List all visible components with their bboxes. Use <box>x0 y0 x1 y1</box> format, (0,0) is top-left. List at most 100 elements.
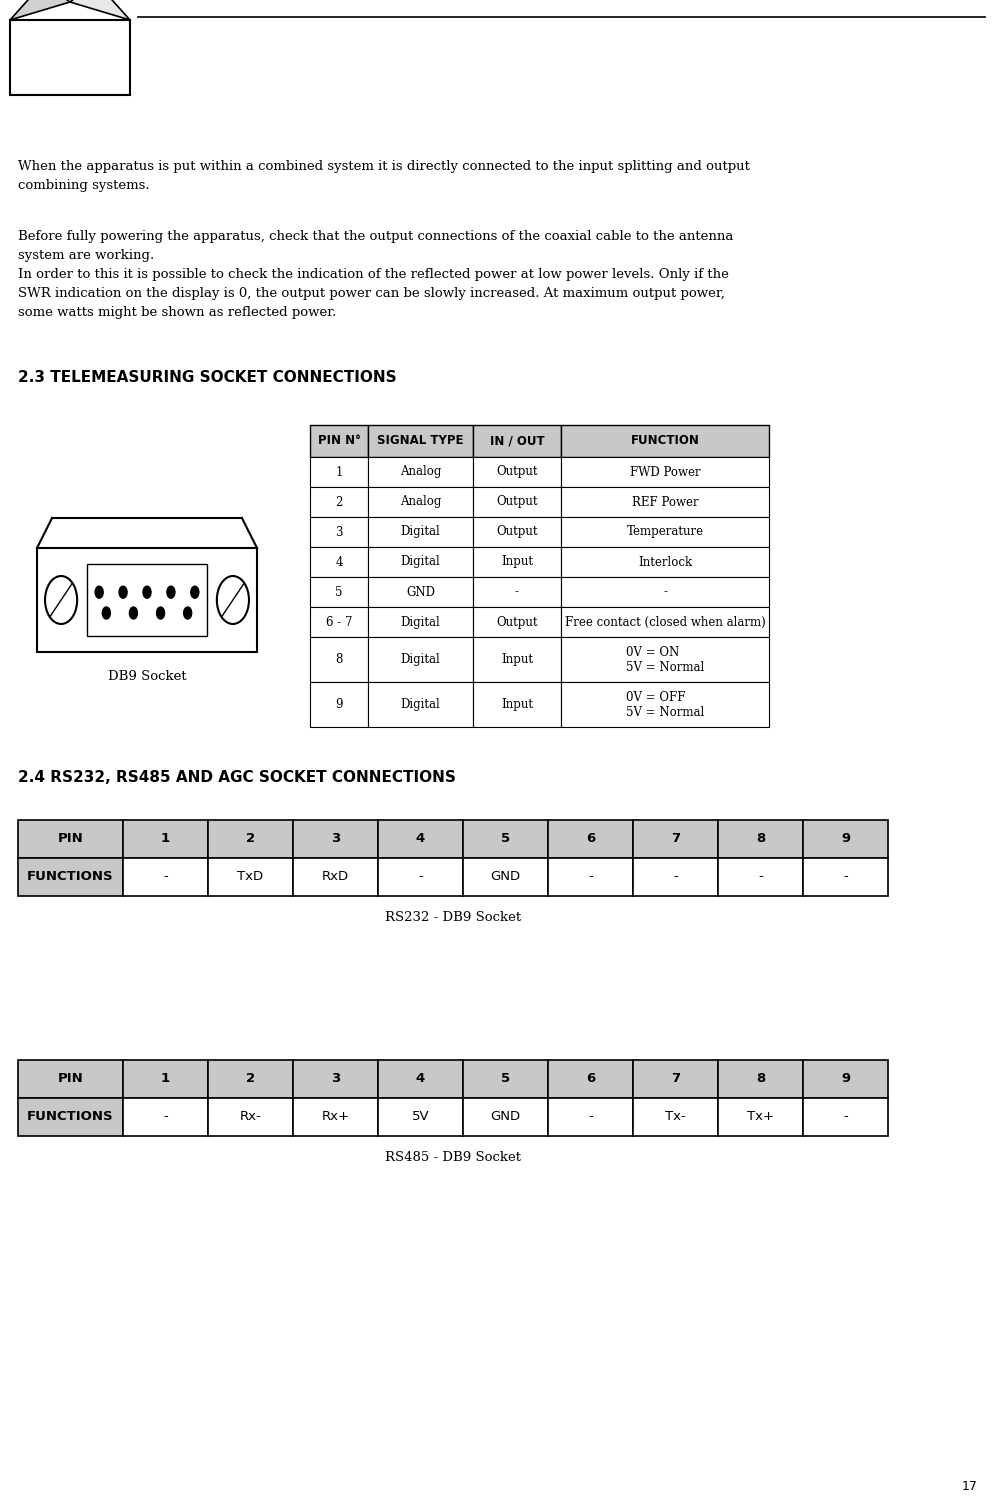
Bar <box>310 548 368 578</box>
Text: Output: Output <box>495 465 538 478</box>
Circle shape <box>119 586 127 598</box>
Bar <box>293 821 377 858</box>
Text: 2.4 RS232, RS485 AND AGC SOCKET CONNECTIONS: 2.4 RS232, RS485 AND AGC SOCKET CONNECTI… <box>18 770 455 784</box>
Bar <box>717 1098 802 1136</box>
Text: 2.3 TELEMEASURING SOCKET CONNECTIONS: 2.3 TELEMEASURING SOCKET CONNECTIONS <box>18 370 396 386</box>
Bar <box>208 821 293 858</box>
Text: 4: 4 <box>415 833 424 846</box>
Bar <box>18 1098 123 1136</box>
Text: FWD Power: FWD Power <box>629 465 700 478</box>
Bar <box>123 858 208 895</box>
Text: system are working.: system are working. <box>18 249 154 262</box>
Text: Input: Input <box>500 555 533 568</box>
Bar <box>368 518 472 548</box>
Bar <box>377 858 462 895</box>
Polygon shape <box>10 0 70 20</box>
Bar <box>368 638 472 682</box>
Bar <box>462 1098 548 1136</box>
Text: 7: 7 <box>670 1072 679 1086</box>
Text: RxD: RxD <box>322 870 349 883</box>
Bar <box>472 488 561 518</box>
Text: 2: 2 <box>335 495 342 508</box>
Circle shape <box>129 608 137 619</box>
Text: -: - <box>843 870 847 883</box>
Text: -: - <box>588 870 593 883</box>
Bar <box>18 858 123 895</box>
Text: 8: 8 <box>335 652 342 666</box>
Bar <box>310 458 368 488</box>
Circle shape <box>102 608 110 619</box>
Bar <box>717 1060 802 1098</box>
Text: GND: GND <box>405 585 434 598</box>
Text: Tx-: Tx- <box>664 1110 685 1124</box>
Text: 1: 1 <box>160 833 170 846</box>
Bar <box>561 488 768 518</box>
Bar <box>472 638 561 682</box>
Bar <box>310 638 368 682</box>
Bar <box>717 821 802 858</box>
Circle shape <box>95 586 103 598</box>
Bar <box>123 821 208 858</box>
Text: -: - <box>588 1110 593 1124</box>
Bar <box>208 1060 293 1098</box>
Bar <box>293 858 377 895</box>
Circle shape <box>142 586 150 598</box>
Bar <box>802 858 887 895</box>
Bar <box>802 821 887 858</box>
Bar <box>368 488 472 518</box>
Bar <box>18 821 123 858</box>
Text: SWR indication on the display is 0, the output power can be slowly increased. At: SWR indication on the display is 0, the … <box>18 286 724 300</box>
Bar <box>368 682 472 728</box>
Text: 3: 3 <box>331 1072 340 1086</box>
Bar <box>462 821 548 858</box>
Text: 6: 6 <box>586 833 595 846</box>
Text: 4: 4 <box>335 555 342 568</box>
Text: some watts might be shown as reflected power.: some watts might be shown as reflected p… <box>18 306 336 320</box>
Text: Before fully powering the apparatus, check that the output connections of the co: Before fully powering the apparatus, che… <box>18 230 732 243</box>
Text: Digital: Digital <box>400 615 440 628</box>
Text: Analog: Analog <box>399 465 440 478</box>
Text: Input: Input <box>500 652 533 666</box>
Text: -: - <box>757 870 762 883</box>
Text: -: - <box>162 1110 168 1124</box>
Text: 3: 3 <box>335 525 342 538</box>
Text: GND: GND <box>489 1110 520 1124</box>
Bar <box>293 1098 377 1136</box>
Text: 6 - 7: 6 - 7 <box>325 615 352 628</box>
Circle shape <box>191 586 199 598</box>
Bar <box>561 424 768 458</box>
Text: 9: 9 <box>841 833 850 846</box>
Text: In order to this it is possible to check the indication of the reflected power a: In order to this it is possible to check… <box>18 268 728 280</box>
Text: 4: 4 <box>415 1072 424 1086</box>
Text: DB9 Socket: DB9 Socket <box>107 670 187 682</box>
Text: -: - <box>843 1110 847 1124</box>
Bar <box>10 20 129 94</box>
Text: Digital: Digital <box>400 698 440 711</box>
Bar <box>368 608 472 638</box>
Text: 2: 2 <box>246 1072 255 1086</box>
Bar <box>462 1060 548 1098</box>
Bar <box>548 1060 632 1098</box>
Text: 5: 5 <box>500 833 510 846</box>
Text: PIN N°: PIN N° <box>317 435 360 447</box>
Bar <box>377 1098 462 1136</box>
Text: RS485 - DB9 Socket: RS485 - DB9 Socket <box>384 1150 521 1164</box>
Text: IN / OUT: IN / OUT <box>489 435 544 447</box>
Bar <box>561 458 768 488</box>
Text: When the apparatus is put within a combined system it is directly connected to t: When the apparatus is put within a combi… <box>18 160 749 172</box>
Bar <box>368 578 472 608</box>
Text: SIGNAL TYPE: SIGNAL TYPE <box>377 435 463 447</box>
Bar <box>717 858 802 895</box>
Bar <box>632 821 717 858</box>
Text: Free contact (closed when alarm): Free contact (closed when alarm) <box>564 615 764 628</box>
Bar <box>472 548 561 578</box>
Bar <box>293 1060 377 1098</box>
Text: Output: Output <box>495 495 538 508</box>
Bar <box>368 424 472 458</box>
Text: 7: 7 <box>670 833 679 846</box>
Text: 1: 1 <box>160 1072 170 1086</box>
Bar <box>561 638 768 682</box>
Circle shape <box>156 608 164 619</box>
Bar <box>18 1060 123 1098</box>
Bar <box>87 564 207 636</box>
